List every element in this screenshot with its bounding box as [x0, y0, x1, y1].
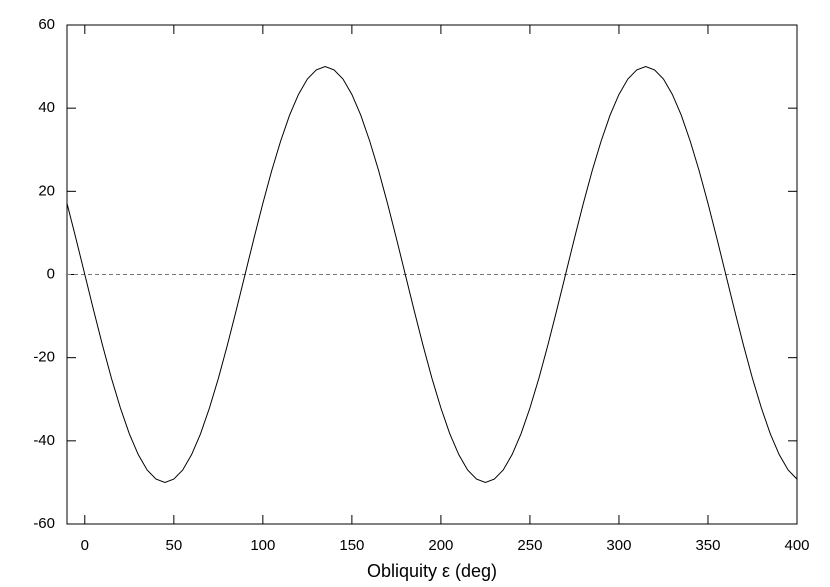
x-axis-label: Obliquity ε (deg): [367, 561, 497, 581]
x-tick-label: 400: [784, 537, 809, 554]
y-tick-label: -40: [33, 432, 55, 449]
x-tick-label: 0: [81, 537, 89, 554]
x-tick-label: 100: [250, 537, 275, 554]
x-tick-label: 200: [428, 537, 453, 554]
x-tick-label: 50: [165, 537, 182, 554]
y-tick-label: -60: [33, 515, 55, 532]
x-tick-label: 300: [606, 537, 631, 554]
x-tick-label: 150: [339, 537, 364, 554]
data-line: [66, 66, 798, 483]
y-tick-label: -20: [33, 349, 55, 366]
y-tick-label: 20: [38, 182, 55, 199]
y-tick-label: 40: [38, 99, 55, 116]
y-tick-label: 0: [47, 265, 55, 282]
y-tick-label: 60: [38, 16, 55, 33]
x-tick-label: 350: [695, 537, 720, 554]
x-tick-label: 250: [517, 537, 542, 554]
